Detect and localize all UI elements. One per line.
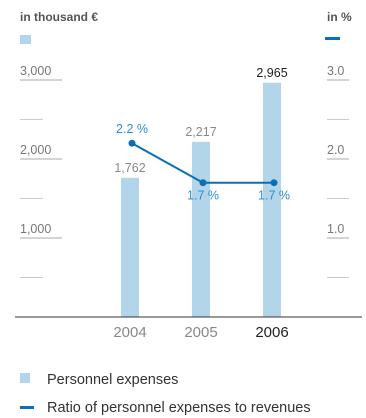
bar bbox=[121, 177, 139, 317]
ratio-point bbox=[199, 179, 207, 187]
legend-label-personnel-expenses: Personnel expenses bbox=[47, 372, 178, 388]
x-tick-label: 2004 bbox=[113, 324, 146, 341]
left-tick-label: 1,000 bbox=[20, 222, 51, 236]
x-tick-label: 2006 bbox=[255, 324, 288, 341]
bar bbox=[263, 82, 281, 317]
ratio-point bbox=[128, 139, 136, 147]
ratio-value-label: 1.7 % bbox=[258, 189, 290, 203]
x-tick-label: 2005 bbox=[184, 324, 217, 341]
left-axis-unit-label: in thousand € bbox=[20, 10, 98, 24]
right-axis-unit-label: in % bbox=[327, 10, 352, 24]
right-tick-label: 1.0 bbox=[327, 222, 344, 236]
legend-swatch-personnel-expenses bbox=[20, 373, 30, 383]
bar-series-key bbox=[20, 35, 31, 44]
ratio-value-label: 1.7 % bbox=[187, 189, 219, 203]
bar-value-label: 1,762 bbox=[114, 161, 145, 175]
legend-label-ratio: Ratio of personnel expenses to revenues bbox=[47, 400, 311, 416]
left-tick-label: 3,000 bbox=[20, 64, 51, 78]
legend-swatch-ratio bbox=[20, 406, 34, 409]
bar-value-label: 2,965 bbox=[256, 66, 287, 80]
right-tick-label: 2.0 bbox=[327, 143, 344, 157]
ratio-point bbox=[270, 179, 278, 187]
bar bbox=[192, 141, 210, 317]
line-series-key bbox=[325, 37, 340, 40]
bar-value-label: 2,217 bbox=[185, 125, 216, 139]
ratio-value-label: 2.2 % bbox=[116, 122, 148, 136]
right-tick-label: 3.0 bbox=[327, 64, 344, 78]
left-tick-label: 2,000 bbox=[20, 143, 51, 157]
